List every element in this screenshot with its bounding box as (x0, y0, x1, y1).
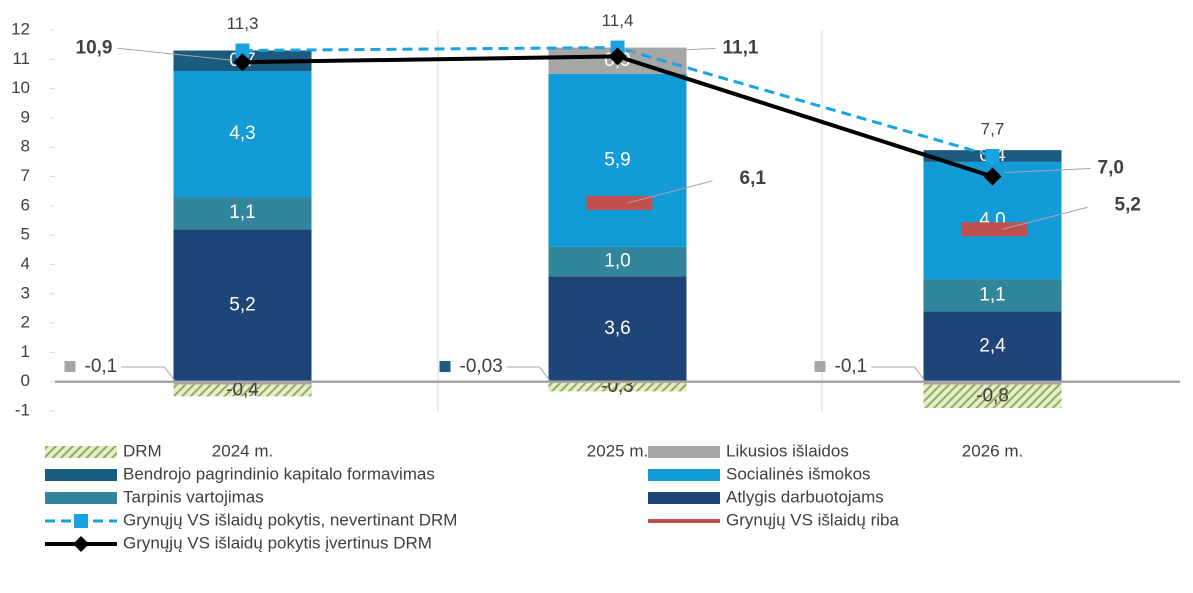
point (608, 47, 627, 66)
y-tick-label: 2 (21, 313, 30, 332)
y-tick-label: 5 (21, 225, 30, 244)
y-tick-label: 6 (21, 195, 30, 214)
value-label: 11,1 (723, 37, 759, 58)
value-label: -0,8 (976, 385, 1009, 406)
value-label: -0,03 (460, 356, 503, 377)
value-label: -0,3 (601, 376, 634, 397)
bar-segment (923, 311, 1062, 382)
limit-marker (586, 195, 653, 210)
legend-marker (73, 536, 89, 552)
value-label: 10,9 (76, 37, 113, 58)
y-tick-label: 0 (21, 371, 30, 390)
y-tick-label: 8 (21, 137, 30, 156)
legend-swatch (648, 492, 720, 504)
callout-marker (814, 361, 826, 373)
bar-segment (173, 384, 312, 397)
point (235, 43, 250, 58)
bar-segment (173, 71, 312, 198)
value-label: 1,0 (604, 251, 630, 272)
callout-marker (439, 361, 451, 373)
legend-swatch (648, 469, 720, 481)
y-tick-label: -1 (15, 400, 30, 419)
legend-label: Bendrojo pagrindinio kapitalo formavimas (123, 464, 435, 483)
bar-segment (923, 384, 1062, 409)
value-label: -0,1 (85, 356, 118, 377)
y-tick-label: 1 (21, 342, 30, 361)
callout-line (627, 180, 713, 204)
value-label: 5,2 (229, 295, 255, 316)
callout-line (871, 366, 925, 381)
bar-segment (548, 276, 687, 382)
legend-label: DRM (123, 441, 162, 460)
bar-segment (923, 381, 1062, 385)
legend-label: Atlygis darbuotojams (726, 487, 884, 506)
callout-line (629, 47, 716, 53)
x-tick-label: 2025 m. (587, 441, 648, 460)
legend-swatch (45, 446, 117, 458)
x-tick-label: 2026 m. (962, 441, 1023, 460)
value-label: 7,0 (1098, 158, 1124, 179)
value-label: -0,4 (226, 380, 259, 401)
y-tick-label: 9 (21, 107, 30, 126)
point (983, 167, 1002, 186)
bar-segment (548, 246, 687, 277)
legend-label: Grynųjų VS išlaidų pokytis įvertinus DRM (123, 533, 432, 552)
value-label: 2,4 (979, 336, 1006, 357)
x-tick-label: 2024 m. (212, 441, 273, 460)
point (985, 149, 1000, 164)
callout-marker (64, 361, 76, 373)
y-tick-label: 4 (21, 254, 30, 273)
value-label: 3,6 (604, 318, 630, 339)
callout-line (121, 366, 175, 381)
value-label: 5,9 (604, 149, 630, 170)
legend-marker (74, 514, 88, 528)
callout-line (1002, 206, 1088, 230)
y-tick-label: 7 (21, 166, 30, 185)
callout-line (117, 47, 233, 61)
value-label: 5,2 (1115, 194, 1141, 215)
legend-label: Socialinės išmokos (726, 464, 871, 483)
bar-segment (173, 381, 312, 385)
legend-swatch (45, 492, 117, 504)
bar-segment (548, 382, 687, 392)
point (233, 53, 252, 72)
bar-segment (173, 197, 312, 230)
bar-segment (548, 73, 687, 247)
legend-swatch (45, 469, 117, 481)
y-tick-label: 12 (11, 19, 30, 38)
legend-label: Grynųjų VS išlaidų riba (726, 510, 899, 529)
value-label: 11,4 (602, 11, 634, 30)
value-label: 1,1 (229, 202, 255, 223)
y-tick-label: 3 (21, 283, 30, 302)
legend-label: Tarpinis vartojimas (123, 487, 264, 506)
legend-label: Grynųjų VS išlaidų pokytis, nevertinant … (123, 510, 457, 529)
legend-swatch (648, 446, 720, 458)
value-label: 7,7 (981, 120, 1005, 139)
bar-segment (923, 279, 1062, 312)
callout-line (1004, 168, 1091, 174)
value-label: 4,3 (229, 123, 255, 144)
y-tick-label: 11 (12, 49, 30, 68)
value-label: 11,3 (227, 14, 259, 33)
limit-marker (961, 222, 1028, 237)
value-label: 1,1 (979, 284, 1005, 305)
value-label: 6,1 (740, 168, 767, 189)
value-label: -0,1 (835, 356, 868, 377)
bar-segment (173, 229, 312, 382)
y-tick-label: 10 (11, 78, 30, 97)
legend-label: Likusios išlaidos (726, 441, 849, 460)
callout-line (506, 366, 550, 381)
